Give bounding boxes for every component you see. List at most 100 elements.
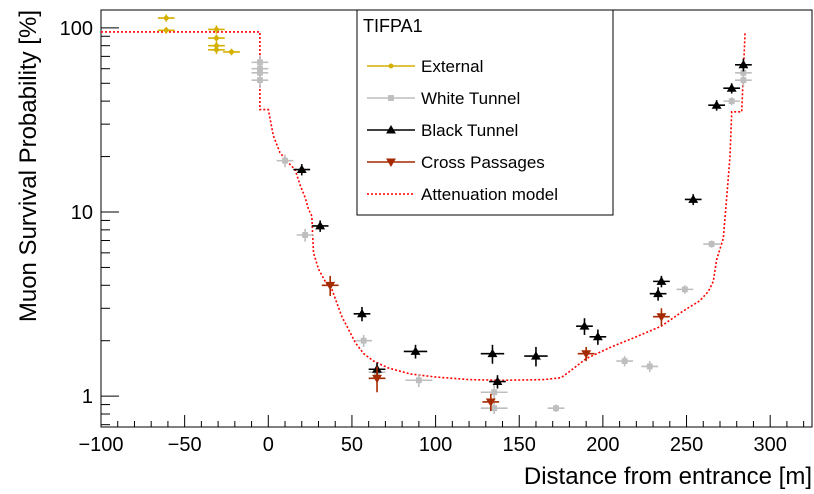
legend-label: Cross Passages [421, 153, 545, 172]
data-point [353, 306, 371, 322]
x-tick-label: 100 [419, 434, 452, 456]
series-cross-passages [321, 275, 670, 412]
marker [491, 405, 498, 412]
marker [296, 164, 307, 174]
legend-entry: Attenuation model [367, 185, 558, 204]
legend-label: Attenuation model [421, 185, 558, 204]
data-point [296, 228, 314, 242]
marker [621, 358, 628, 365]
marker [646, 363, 653, 370]
data-point [735, 74, 752, 87]
series-white-tunnel [251, 55, 752, 415]
data-point [208, 45, 225, 55]
data-point [547, 404, 565, 413]
model-layer [101, 31, 746, 382]
marker [740, 69, 747, 76]
legend-entry: Cross Passages [367, 153, 545, 172]
marker [491, 389, 498, 396]
marker [656, 276, 667, 285]
data-point [480, 402, 508, 415]
y-tick-label: 10 [71, 202, 93, 224]
data-point [703, 240, 720, 248]
marker [531, 351, 541, 360]
data-point [589, 329, 607, 345]
marker [656, 313, 667, 322]
data-point [684, 194, 702, 206]
data-point [355, 334, 373, 347]
legend-marker [386, 125, 396, 134]
data-point [616, 356, 633, 367]
marker [282, 157, 288, 164]
y-axis-title: Muon Survival Probability [%] [15, 10, 42, 322]
marker [487, 348, 498, 358]
y-tick-label: 100 [60, 18, 93, 40]
marker [213, 47, 219, 53]
marker [738, 59, 749, 69]
x-tick-label: 150 [503, 434, 536, 456]
legend-marker [388, 95, 394, 101]
marker [728, 98, 735, 105]
marker [553, 405, 559, 412]
marker [357, 308, 367, 318]
marker [302, 232, 309, 238]
series-black-tunnel [293, 58, 752, 389]
legend-label: Black Tunnel [421, 121, 518, 140]
marker [213, 26, 219, 32]
marker [581, 350, 592, 359]
x-tick-label: 200 [586, 434, 619, 456]
marker [213, 35, 219, 41]
marker [592, 331, 603, 341]
data-point [577, 346, 595, 362]
data-point [311, 220, 329, 232]
data-point [708, 100, 726, 111]
x-tick-label: 0 [263, 434, 274, 456]
data-point [641, 361, 659, 373]
legend-title: TIFPA1 [363, 16, 423, 36]
data-point [480, 344, 505, 364]
data-point [653, 308, 670, 327]
marker [315, 220, 326, 230]
marker [257, 77, 263, 84]
data-point [653, 275, 670, 288]
data-point [405, 373, 433, 388]
legend: TIFPA1 External White Tunnel Black Tunnel C… [356, 9, 614, 216]
series-external [157, 14, 240, 56]
marker [708, 241, 715, 247]
data-point [293, 164, 311, 176]
x-tick-label: −100 [78, 434, 123, 456]
data-point [480, 384, 508, 401]
data-point [576, 318, 593, 335]
points-layer [157, 14, 752, 415]
marker [485, 398, 496, 407]
attenuation-model-line [101, 31, 746, 382]
marker [325, 281, 336, 291]
legend-entry: White Tunnel [367, 89, 520, 108]
marker [740, 77, 747, 84]
x-tick-label: −50 [168, 434, 202, 456]
marker [163, 15, 169, 21]
data-point [321, 275, 339, 296]
data-point [403, 344, 428, 359]
data-point [735, 58, 752, 72]
legend-label: White Tunnel [421, 89, 520, 108]
marker [415, 377, 422, 384]
marker [372, 374, 382, 384]
data-point [368, 366, 386, 393]
legend-label: External [421, 57, 483, 76]
data-point [676, 285, 694, 294]
marker [579, 321, 590, 330]
x-axis-title: Distance from entrance [m] [524, 463, 812, 490]
marker [410, 346, 421, 355]
plot-area [100, 9, 813, 428]
data-point [723, 97, 741, 106]
data-point [251, 72, 269, 89]
marker [681, 286, 688, 293]
legend-entries: External White Tunnel Black Tunnel Cross Pa… [367, 57, 558, 204]
data-point [208, 34, 225, 42]
legend-marker [388, 63, 394, 69]
legend-marker [386, 158, 396, 167]
marker [726, 83, 737, 92]
data-point [157, 14, 175, 22]
data-point [723, 83, 741, 94]
